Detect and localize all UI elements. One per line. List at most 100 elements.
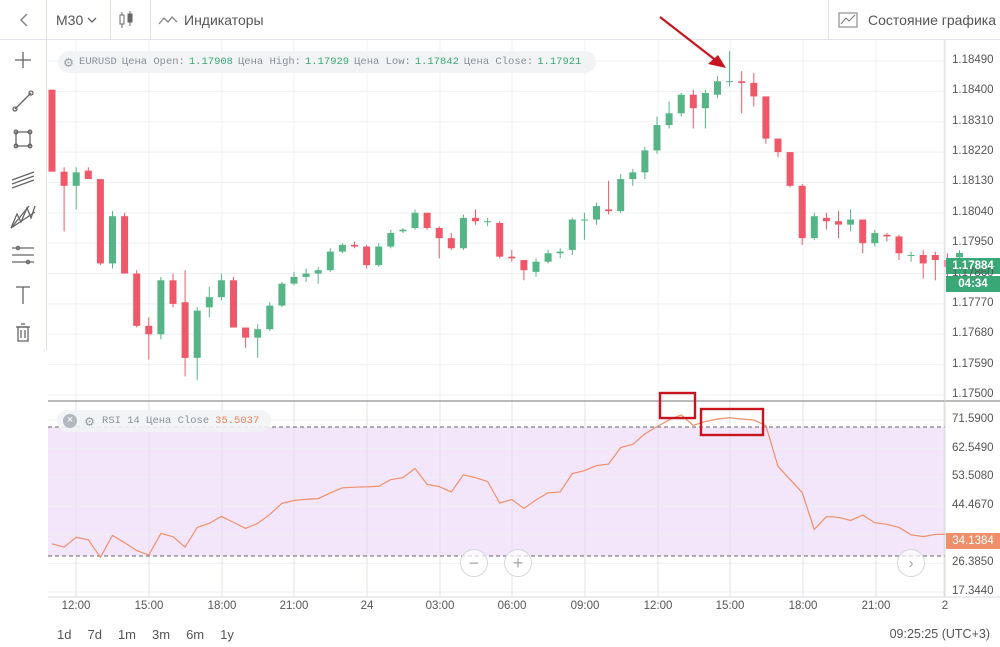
legend-symbol: EURUSD [79, 56, 117, 68]
candle-body [459, 217, 467, 249]
candle [568, 217, 576, 255]
candle-body [508, 256, 516, 259]
price-tick-label: 1.18490 [952, 54, 994, 66]
candle [181, 270, 189, 377]
time-tick-label: 15:00 [715, 600, 745, 612]
indicators-label: Индикаторы [184, 12, 264, 28]
candle [254, 324, 262, 358]
candle-body [593, 206, 600, 220]
candle-body [145, 325, 153, 335]
time-tick-label: 15:00 [134, 600, 164, 612]
candle-body [871, 233, 879, 244]
candle [738, 71, 746, 114]
candle-body [641, 150, 649, 173]
candle [605, 180, 613, 215]
fibonacci-icon[interactable] [6, 240, 40, 270]
candle [593, 202, 600, 225]
candle-body [798, 185, 806, 239]
candle [314, 266, 322, 284]
candle-body [326, 251, 334, 271]
candles [48, 50, 963, 380]
candle-body [847, 219, 855, 225]
indicators-button[interactable]: Индикаторы [158, 0, 264, 40]
rsi-line [51, 414, 960, 559]
candle-body [786, 152, 794, 186]
trash-icon[interactable] [6, 318, 40, 348]
legend-low-value: 1.17842 [414, 56, 459, 68]
time-tick-label: 18:00 [207, 600, 237, 612]
candle [641, 147, 649, 180]
range-6m[interactable]: 6m [186, 626, 205, 642]
legend-open-label: Цена Open: [121, 56, 185, 68]
candle [351, 241, 358, 249]
candle-body [738, 81, 746, 83]
time-tick-label: 12:00 [61, 600, 91, 612]
candle-body [895, 236, 903, 254]
candle-body [544, 253, 552, 262]
rsi-tick-label: 26.3850 [952, 556, 994, 569]
legend-low-label: Цена Low: [354, 56, 411, 68]
legend-close-label: Цена Close: [463, 56, 534, 68]
chart-state-button[interactable]: Состояние графика [838, 0, 996, 40]
rsi-tick-label: 17.3440 [952, 585, 994, 597]
legend-high-value: 1.17929 [304, 56, 350, 68]
annotation-box-1 [658, 391, 697, 420]
candle [484, 217, 492, 227]
range-3m[interactable]: 3m [152, 626, 171, 642]
candle-body [217, 280, 225, 298]
range-1d[interactable]: 1d [57, 626, 72, 642]
candle-body [169, 280, 177, 304]
time-tick-label: 21:00 [861, 600, 891, 612]
timeframe-selector[interactable]: M30 [56, 0, 97, 40]
rsi-legend-name: RSI 14 Цена Close [102, 415, 210, 427]
candle [157, 276, 165, 340]
candle [750, 72, 758, 107]
candle-body [266, 305, 274, 330]
candle-body [290, 276, 298, 284]
candle-body [931, 254, 939, 261]
candle [411, 209, 419, 230]
text-icon[interactable] [6, 280, 40, 310]
candle-body [835, 221, 842, 225]
close-icon[interactable]: × [63, 414, 77, 428]
candle [48, 89, 56, 172]
pitchfork-icon[interactable] [6, 202, 40, 232]
price-tick-label: 1.17770 [952, 296, 994, 309]
candle [907, 251, 915, 262]
minus-icon: − [468, 552, 480, 573]
zoom-out-button[interactable]: − [460, 549, 488, 577]
candle-body [338, 244, 346, 252]
candle [883, 233, 891, 242]
crosshair-icon[interactable] [6, 45, 40, 75]
zoom-in-button[interactable]: + [504, 549, 532, 577]
chevron-left-icon[interactable] [10, 0, 38, 40]
candlestick-icon[interactable] [118, 0, 134, 40]
range-7d[interactable]: 7d [87, 626, 102, 642]
candle-body [205, 297, 213, 308]
chevron-down-icon [87, 17, 97, 23]
candle [72, 167, 80, 210]
trend-line-icon[interactable] [6, 86, 40, 116]
candle [266, 302, 274, 331]
settings-gear-icon[interactable]: ⚙ [85, 413, 95, 431]
scroll-to-latest-button[interactable]: › [897, 549, 925, 577]
candle-body [278, 283, 286, 306]
range-1y[interactable]: 1y [220, 626, 234, 642]
range-1m[interactable]: 1m [117, 626, 136, 642]
candle-body [907, 254, 915, 256]
candle-body [375, 246, 383, 266]
legend-close-value: 1.17921 [537, 56, 582, 68]
price-tick-label: 1.17950 [952, 236, 994, 249]
price-tick-label: 1.18220 [952, 145, 994, 158]
settings-gear-icon[interactable]: ⚙ [64, 54, 74, 72]
countdown-label: 04:34 [958, 278, 988, 290]
parallel-channel-icon[interactable] [6, 164, 40, 194]
candle [617, 174, 625, 213]
rectangle-icon[interactable] [6, 124, 40, 154]
candle [242, 327, 250, 348]
price-tick-label: 1.17680 [952, 327, 994, 340]
candle-body [84, 170, 92, 180]
candle [556, 248, 564, 259]
candle-body [302, 273, 310, 277]
